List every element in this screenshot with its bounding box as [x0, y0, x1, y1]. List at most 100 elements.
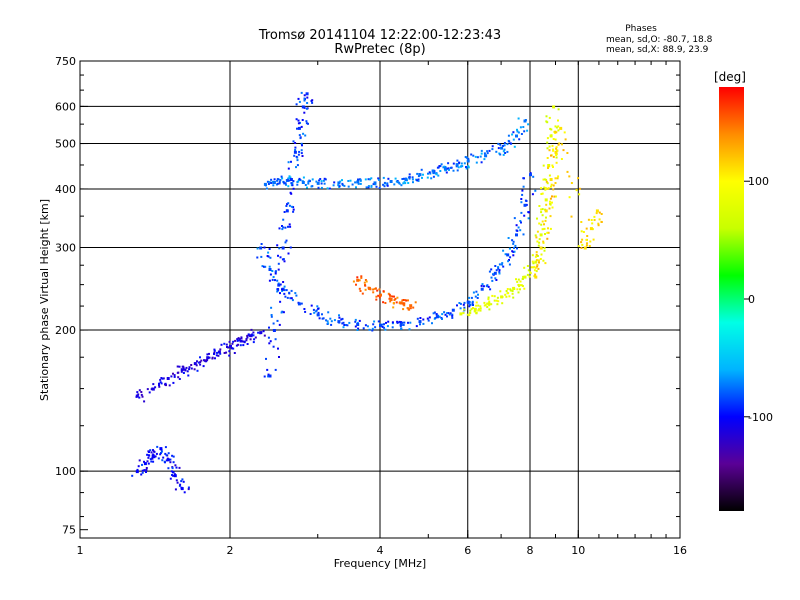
- data-point: [289, 225, 292, 228]
- data-point: [455, 163, 459, 167]
- data-point: [506, 143, 509, 146]
- data-point: [589, 240, 592, 243]
- data-point: [183, 491, 186, 494]
- data-point: [206, 359, 209, 361]
- data-point: [343, 184, 346, 187]
- data-point: [477, 309, 480, 312]
- data-point: [297, 302, 301, 306]
- data-point: [509, 289, 512, 292]
- data-point: [541, 228, 544, 231]
- data-point: [278, 247, 281, 250]
- data-point: [174, 464, 177, 467]
- data-point: [310, 185, 313, 188]
- y-axis: 75 100 200 300 400 500 600 750: [55, 55, 680, 537]
- data-point: [277, 268, 280, 271]
- data-point: [560, 158, 563, 160]
- data-point: [504, 253, 507, 256]
- data-point: [261, 265, 264, 268]
- data-point: [499, 153, 502, 156]
- data-point: [504, 152, 507, 154]
- data-point: [183, 368, 186, 371]
- data-point: [285, 183, 287, 186]
- data-point: [282, 311, 285, 314]
- data-point: [215, 354, 218, 357]
- data-point: [239, 339, 243, 343]
- data-point: [518, 138, 521, 141]
- data-point: [285, 289, 288, 292]
- data-point: [303, 111, 306, 114]
- data-point: [382, 183, 385, 186]
- data-point: [290, 160, 292, 163]
- data-point: [538, 222, 541, 225]
- data-point: [550, 185, 552, 188]
- data-point: [535, 236, 538, 239]
- data-point: [267, 336, 270, 339]
- data-point: [213, 349, 216, 352]
- phase-o-stats: mean, sd,O: -80.7, 18.8: [606, 35, 713, 45]
- data-point: [295, 118, 298, 121]
- data-point: [545, 180, 548, 183]
- data-point: [502, 150, 505, 153]
- data-point: [519, 126, 522, 129]
- data-point: [451, 316, 454, 319]
- data-point: [341, 322, 344, 325]
- data-point: [540, 208, 543, 211]
- data-point: [559, 126, 563, 130]
- data-point: [354, 181, 357, 184]
- grid-lines: [80, 61, 680, 538]
- data-point: [507, 134, 510, 137]
- data-point: [303, 97, 306, 100]
- data-point: [272, 329, 276, 332]
- data-point: [513, 246, 515, 249]
- data-point: [292, 140, 295, 143]
- data-point: [485, 285, 488, 288]
- data-point: [499, 290, 502, 293]
- data-point: [375, 185, 378, 188]
- data-point: [399, 325, 402, 328]
- data-point: [317, 186, 320, 189]
- data-point: [292, 187, 295, 190]
- data-point: [533, 265, 536, 268]
- data-point: [495, 279, 498, 281]
- data-point: [383, 323, 385, 326]
- data-point: [367, 186, 370, 189]
- data-point: [170, 375, 173, 378]
- data-point: [188, 366, 191, 369]
- data-point: [388, 293, 391, 296]
- data-point: [395, 301, 398, 304]
- data-point: [393, 183, 396, 186]
- data-point: [562, 149, 565, 152]
- data-point: [489, 288, 492, 291]
- data-point: [379, 324, 382, 327]
- data-point: [511, 292, 514, 295]
- data-point: [462, 312, 465, 315]
- data-point: [508, 295, 511, 298]
- data-point: [519, 288, 521, 291]
- data-point: [509, 142, 512, 145]
- data-point: [554, 125, 557, 128]
- data-point: [470, 296, 473, 299]
- data-point: [428, 316, 431, 319]
- data-point: [527, 123, 530, 126]
- data-point: [296, 183, 299, 186]
- y-tick-label: 100: [55, 465, 76, 478]
- data-point: [417, 178, 420, 181]
- data-point: [279, 256, 282, 259]
- data-point: [199, 361, 202, 364]
- data-point: [169, 458, 172, 461]
- data-point: [521, 189, 524, 192]
- data-point: [526, 129, 529, 132]
- data-point: [171, 474, 173, 476]
- data-point: [131, 474, 134, 477]
- data-point: [402, 299, 405, 301]
- data-point: [356, 276, 359, 279]
- data-point: [362, 327, 365, 330]
- data-point: [199, 356, 201, 359]
- data-point: [177, 376, 180, 379]
- data-point: [401, 299, 404, 302]
- data-point: [193, 362, 197, 366]
- data-point: [536, 265, 539, 268]
- data-point: [444, 313, 447, 316]
- data-point: [506, 253, 510, 257]
- data-point: [283, 292, 286, 295]
